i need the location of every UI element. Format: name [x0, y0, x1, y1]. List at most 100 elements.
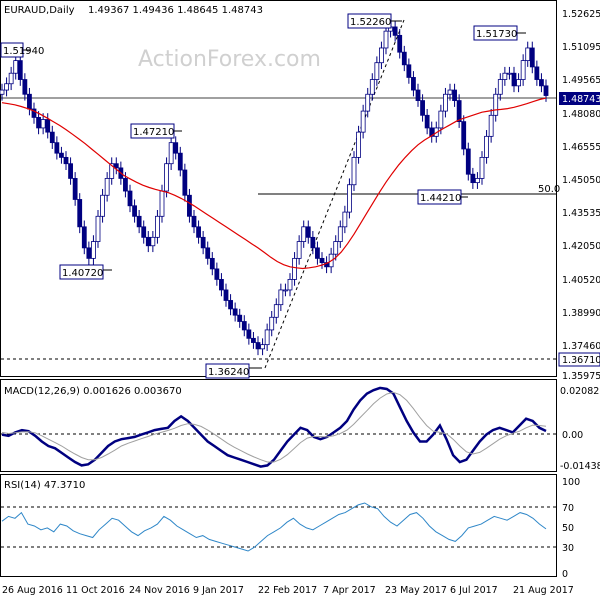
- macd-line: [1, 386, 547, 468]
- candle-body: [415, 89, 421, 101]
- candle-body: [484, 135, 489, 158]
- candle-body: [22, 79, 28, 95]
- candle-body: [264, 329, 270, 346]
- support-level-text: 1.36710: [562, 355, 600, 366]
- price-y-tick: 1.38990: [562, 308, 600, 319]
- candle-body: [315, 247, 320, 259]
- candle-body: [109, 163, 115, 179]
- candle-body: [278, 289, 284, 306]
- price-candles: [0, 20, 549, 356]
- candle-body: [443, 93, 448, 112]
- rsi-y-tick: 100: [562, 477, 580, 488]
- rsi-y-axis: 100 70 50 30 0: [562, 477, 580, 580]
- candle-body: [173, 142, 179, 154]
- support-level-badge: [558, 352, 600, 367]
- candle-body: [356, 131, 361, 158]
- candle-body: [516, 79, 521, 87]
- candle-body: [283, 289, 288, 292]
- candle-body: [383, 30, 389, 49]
- candle-body: [520, 60, 526, 80]
- annotation-text: 1.51940: [3, 46, 44, 57]
- x-tick: 11 Oct 2016: [66, 585, 125, 596]
- price-y-tick: 1.45050: [562, 175, 600, 186]
- candle-body: [529, 47, 535, 68]
- annotation-text: 1.40720: [62, 268, 103, 279]
- candle-body: [72, 178, 78, 200]
- macd-y-tick: 0.020827: [560, 386, 600, 397]
- annotation-1-40720: 1.40720: [59, 264, 112, 280]
- candle-body: [543, 85, 549, 96]
- candle-body: [255, 342, 261, 350]
- watermark: ActionForex.com: [138, 47, 321, 72]
- candle-body: [397, 34, 403, 53]
- price-y-tick: 1.40520: [562, 275, 600, 286]
- candle-body: [209, 257, 215, 270]
- x-tick: 26 Aug 2016: [2, 585, 63, 596]
- candle-body: [479, 156, 485, 179]
- candle-body: [86, 247, 92, 259]
- candle-body: [237, 314, 243, 322]
- candle-body: [401, 51, 407, 66]
- candle-body: [150, 236, 156, 247]
- candle-body: [132, 205, 137, 217]
- candle-body: [411, 77, 416, 91]
- candle-body: [452, 89, 457, 101]
- last-price-text: 1.48743: [562, 94, 600, 105]
- x-tick: 9 Jan 2017: [193, 585, 244, 596]
- candle-body: [223, 289, 229, 301]
- candle-body: [493, 93, 499, 116]
- candle-body: [305, 226, 311, 238]
- candle-body: [269, 316, 275, 331]
- candle-body: [91, 241, 96, 259]
- annotation-1-36240: 1.36240: [205, 363, 262, 379]
- macd-panel: [0, 379, 557, 472]
- candle-body: [456, 100, 462, 123]
- price-y-tick: 1.52625: [562, 9, 600, 20]
- candle-body: [296, 241, 302, 259]
- candle-body: [525, 47, 531, 62]
- annotation-text: 1.44210: [420, 193, 461, 204]
- annotation-1-51940: 1.51940: [0, 42, 44, 58]
- candle-body: [333, 241, 339, 255]
- price-y-tick: 1.43535: [562, 208, 600, 219]
- candle-body: [369, 79, 375, 95]
- candle-body: [461, 121, 467, 150]
- candle-body: [136, 215, 142, 228]
- x-axis: 26 Aug 2016 11 Oct 2016 24 Nov 2016 9 Ja…: [2, 585, 574, 596]
- candle-body: [251, 337, 256, 343]
- rsi-y-tick: 30: [562, 543, 574, 554]
- rsi-panel: [0, 474, 557, 577]
- candle-body: [301, 226, 307, 242]
- candle-body: [104, 178, 110, 196]
- candle-body: [81, 226, 87, 249]
- candle-body: [187, 194, 192, 217]
- candle-body: [45, 119, 51, 133]
- candle-body: [365, 93, 371, 112]
- candle-body: [475, 178, 480, 184]
- candle-body: [351, 156, 357, 186]
- candle-body: [241, 321, 247, 331]
- candle-body: [205, 247, 211, 259]
- candle-body: [507, 72, 512, 75]
- candle-body: [141, 226, 147, 238]
- candle-body: [342, 211, 348, 228]
- candle-body: [8, 72, 14, 85]
- candle-body: [470, 173, 476, 184]
- annotation-1-44210: 1.44210: [417, 189, 468, 205]
- candle-body: [488, 114, 494, 137]
- candle-body: [424, 114, 430, 129]
- candle-body: [374, 62, 380, 80]
- candle-body: [214, 268, 220, 280]
- candle-body: [100, 194, 105, 217]
- annotation-text: 1.52260: [350, 17, 391, 28]
- macd-title: MACD(12,26,9) 0.001626 0.003670: [4, 386, 182, 397]
- fib-50-label: 50.0: [538, 184, 560, 195]
- candle-body: [246, 329, 252, 339]
- price-y-axis: 1.52625 1.51095 1.49565 1.48080 1.46555 …: [562, 9, 600, 382]
- candle-body: [392, 26, 398, 36]
- signal-line: [1, 391, 547, 463]
- last-price-badge: [559, 92, 600, 105]
- candle-body: [534, 66, 540, 80]
- rsi-title: RSI(14) 47.3710: [4, 480, 85, 491]
- ema-line: [1, 97, 547, 270]
